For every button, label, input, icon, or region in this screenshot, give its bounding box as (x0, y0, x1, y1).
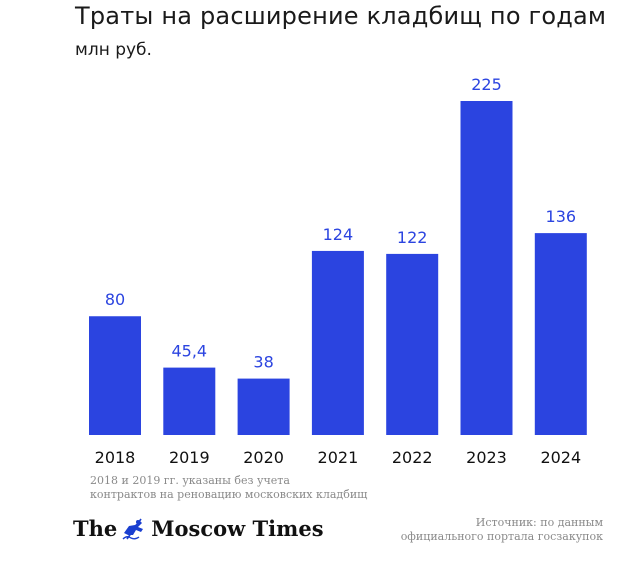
logo-word-moscow-times: Moscow Times (151, 516, 324, 541)
value-label-2020: 38 (253, 353, 273, 372)
footnote-line-1: 2018 и 2019 гг. указаны без учета (90, 474, 290, 487)
value-label-2018: 80 (105, 290, 125, 309)
x-tick-label-2022: 2022 (392, 448, 433, 467)
bar-2022 (386, 253, 439, 435)
saint-george-emblem-icon (122, 518, 144, 540)
bar-2024 (534, 233, 587, 435)
bar-chart: 80 2018 45,4 2019 38 2020 124 2021 122 2022 225 202… (89, 75, 587, 467)
logo-word-the: The (73, 516, 118, 541)
x-tick-label-2019: 2019 (169, 448, 210, 467)
value-label-2022: 122 (397, 228, 428, 247)
bar-2020 (237, 378, 290, 435)
source-line-1: Источник: по данным (475, 516, 603, 529)
x-tick-label-2023: 2023 (466, 448, 507, 467)
footnote: 2018 и 2019 гг. указаны без учета контра… (90, 474, 367, 502)
value-label-2021: 124 (323, 225, 354, 244)
value-label-2019: 45,4 (171, 342, 207, 361)
x-tick-label-2021: 2021 (318, 448, 359, 467)
footnote-line-2: контрактов на реновацию московских кладб… (90, 488, 368, 501)
bar-2019 (163, 367, 216, 435)
value-label-2024: 136 (546, 207, 577, 226)
x-tick-label-2020: 2020 (243, 448, 284, 467)
chart-title: Траты на расширение кладбищ по годам (75, 2, 607, 30)
bar-2023 (460, 101, 513, 435)
x-tick-label-2018: 2018 (95, 448, 136, 467)
chart-subtitle: млн руб. (75, 40, 152, 60)
bar-2021 (311, 250, 364, 435)
bar-2018 (89, 316, 141, 435)
publisher-logo: The Moscow Times (73, 516, 324, 541)
source-line-2: официального портала госзакупок (400, 530, 603, 543)
source-note: Источник: по данным официального портала… (401, 516, 603, 544)
x-tick-label-2024: 2024 (540, 448, 581, 467)
value-label-2023: 225 (471, 75, 502, 94)
